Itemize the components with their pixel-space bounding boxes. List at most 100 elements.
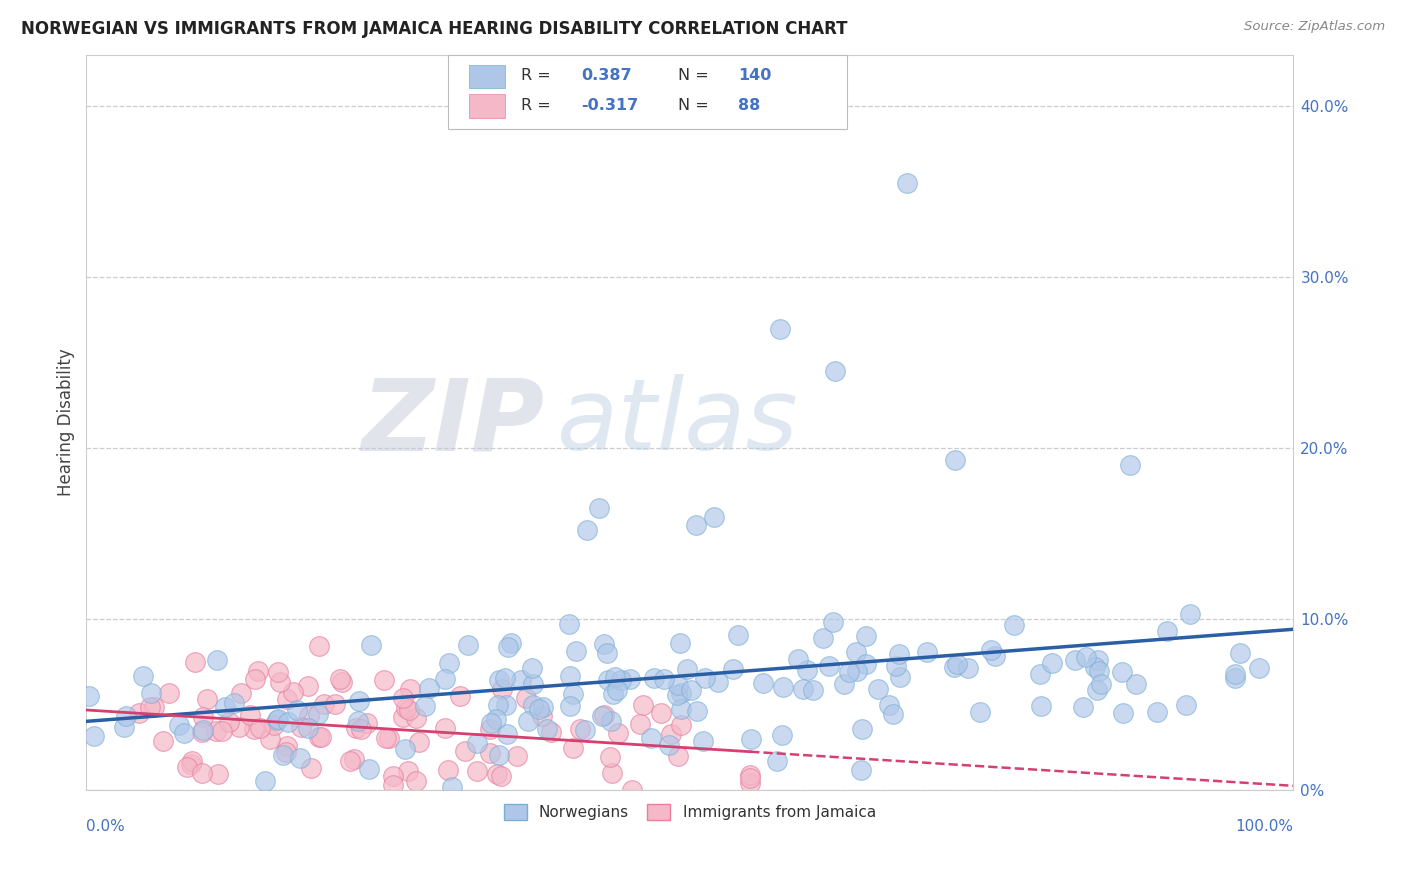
Point [769,321,792,335]
Point [887,648,910,662]
Point [112,720,135,734]
Point [1229,646,1251,660]
Text: NORWEGIAN VS IMMIGRANTS FROM JAMAICA HEARING DISABILITY CORRELATION CHART: NORWEGIAN VS IMMIGRANTS FROM JAMAICA HEA… [21,20,848,37]
Point [283,685,305,699]
Point [855,630,877,644]
Point [271,748,294,763]
Point [436,763,458,777]
Point [643,672,665,686]
Point [943,660,966,674]
Point [1063,653,1085,667]
Point [1119,458,1142,473]
Point [628,717,651,731]
Point [803,683,825,698]
Point [229,686,252,700]
Point [128,706,150,720]
Bar [470,94,505,118]
Point [599,750,621,764]
Point [479,746,502,760]
Point [770,728,793,742]
Point [659,726,682,740]
Point [195,692,218,706]
Point [309,730,332,744]
Point [569,722,592,736]
Point [491,681,513,696]
Point [359,763,381,777]
Text: 0.0%: 0.0% [86,820,125,834]
Point [1090,677,1112,691]
Point [882,706,904,721]
Point [207,652,229,666]
Point [721,663,744,677]
Point [347,714,370,728]
Point [796,663,818,677]
Bar [470,65,505,88]
Point [1076,649,1098,664]
Point [408,734,430,748]
Point [1180,607,1202,622]
Point [606,682,628,697]
Point [267,665,290,679]
Point [115,708,138,723]
Text: Source: ZipAtlas.com: Source: ZipAtlas.com [1244,20,1385,33]
Point [399,682,422,697]
Point [440,780,463,794]
Point [356,716,378,731]
Point [413,699,436,714]
Point [204,723,226,738]
Point [298,709,321,723]
Point [246,664,269,678]
Point [323,697,346,711]
Point [1084,660,1107,674]
Point [576,523,599,537]
Point [191,710,214,724]
Point [669,685,692,699]
Point [740,771,762,785]
Point [488,748,510,763]
Point [83,729,105,743]
Point [619,672,641,686]
Point [510,673,533,687]
Point [558,669,581,683]
Point [665,688,688,702]
Point [139,700,162,714]
Point [522,676,544,690]
Point [79,689,101,703]
Point [596,646,619,660]
Point [437,656,460,670]
Text: R =: R = [520,97,551,112]
Point [486,698,509,713]
Point [1002,618,1025,632]
Point [207,766,229,780]
Point [394,741,416,756]
Point [517,714,540,728]
Point [269,675,291,690]
Point [740,732,762,747]
Point [692,734,714,748]
Point [752,676,775,690]
FancyBboxPatch shape [449,55,846,128]
Point [1085,682,1108,697]
Point [727,628,749,642]
Point [249,721,271,735]
Point [666,748,689,763]
Point [868,681,890,696]
Point [290,750,312,764]
Point [243,723,266,737]
Point [1125,676,1147,690]
Point [599,714,621,729]
Point [602,687,624,701]
Point [562,686,585,700]
Point [609,673,631,687]
Point [669,636,692,650]
Point [180,754,202,768]
Point [479,715,502,730]
Point [896,176,918,190]
Point [433,721,456,735]
Point [851,722,873,736]
Text: -0.317: -0.317 [581,97,638,112]
Point [396,764,419,779]
Point [467,736,489,750]
Point [478,722,501,736]
Point [173,726,195,740]
